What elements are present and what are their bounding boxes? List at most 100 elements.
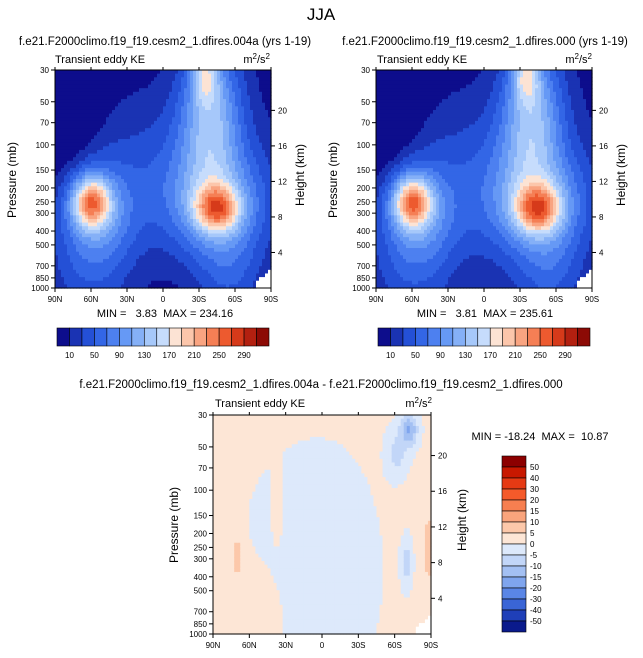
field-cell <box>256 189 260 195</box>
field-cell <box>55 284 59 289</box>
field-cell <box>229 255 233 260</box>
field-cell <box>247 109 251 115</box>
colorbar-box <box>256 327 270 347</box>
field-cell <box>133 84 137 89</box>
field-cell <box>58 204 62 209</box>
field-cell <box>157 200 161 206</box>
field-cell <box>55 124 59 129</box>
field-cell <box>64 266 68 271</box>
field-cell <box>214 70 218 75</box>
field-cell <box>388 218 392 224</box>
field-cell <box>133 117 137 122</box>
field-cell <box>250 160 254 166</box>
field-cell <box>265 77 269 82</box>
field-cell <box>169 77 173 82</box>
field-cell <box>130 117 134 122</box>
field-cell <box>241 91 245 97</box>
field-cell <box>253 175 257 180</box>
field-cell <box>136 113 140 118</box>
field-cell <box>199 146 203 151</box>
field-cell <box>250 73 254 78</box>
field-cell <box>193 266 197 271</box>
field-cell <box>157 240 161 245</box>
field-cell <box>55 128 59 133</box>
field-cell <box>172 139 176 144</box>
field-cell <box>220 269 224 275</box>
field-cell <box>103 142 107 147</box>
field-cell <box>181 80 185 86</box>
field-cell <box>250 153 254 158</box>
field-cell <box>199 226 203 231</box>
field-cell <box>139 135 143 140</box>
field-cell <box>205 171 209 176</box>
field-cell <box>61 240 65 245</box>
field-cell <box>166 211 170 216</box>
field-cell <box>61 193 65 198</box>
field-cell <box>235 215 239 220</box>
field-cell <box>142 171 146 176</box>
field-cell <box>112 215 116 220</box>
field-cell <box>250 77 254 82</box>
field-cell <box>391 204 395 209</box>
field-cell <box>70 102 74 107</box>
field-cell <box>244 280 248 285</box>
field-cell <box>238 233 242 238</box>
field-cell <box>106 131 110 136</box>
field-cell <box>112 164 116 169</box>
field-cell <box>154 179 158 184</box>
field-cell <box>241 197 245 202</box>
field-cell <box>103 84 107 89</box>
field-cell <box>112 88 116 93</box>
field-cell <box>79 117 83 122</box>
field-cell <box>178 142 182 147</box>
field-cell <box>376 77 380 82</box>
field-cell <box>115 244 119 249</box>
field-cell <box>133 149 137 155</box>
field-cell <box>232 73 236 78</box>
field-cell <box>253 102 257 107</box>
field-cell <box>127 124 131 129</box>
field-cell <box>118 179 122 184</box>
field-cell <box>244 149 248 155</box>
field-cell <box>397 186 401 191</box>
field-cell <box>232 273 236 278</box>
field-cell <box>166 99 170 104</box>
field-cell <box>139 248 143 253</box>
field-cell <box>160 168 164 173</box>
field-cell <box>58 153 62 158</box>
field-cell <box>91 226 95 231</box>
field-cell <box>145 226 149 231</box>
field-cell <box>181 168 185 173</box>
field-cell <box>256 284 260 289</box>
field-cell <box>88 91 92 97</box>
field-cell <box>145 91 149 97</box>
field-cell <box>193 277 197 282</box>
field-cell <box>388 204 392 209</box>
field-cell <box>136 208 140 213</box>
field-cell <box>70 233 74 238</box>
field-cell <box>61 120 65 126</box>
field-cell <box>256 139 260 144</box>
field-cell <box>232 99 236 104</box>
field-cell <box>118 248 122 253</box>
field-cell <box>157 273 161 278</box>
field-cell <box>268 157 272 162</box>
field-cell <box>391 229 395 235</box>
field-cell <box>376 200 380 206</box>
field-cell <box>388 193 392 198</box>
field-cell <box>241 99 245 104</box>
field-cell <box>403 88 407 93</box>
field-cell <box>211 186 215 191</box>
field-cell <box>184 189 188 195</box>
field-cell <box>115 160 119 166</box>
field-cell <box>211 142 215 147</box>
field-cell <box>175 95 179 100</box>
field-cell <box>205 124 209 129</box>
field-cell <box>265 197 269 202</box>
field-cell <box>58 208 62 213</box>
field-cell <box>139 258 143 264</box>
field-cell <box>145 171 149 176</box>
field-cell <box>157 109 161 115</box>
field-cell <box>145 218 149 224</box>
field-cell <box>184 277 188 282</box>
